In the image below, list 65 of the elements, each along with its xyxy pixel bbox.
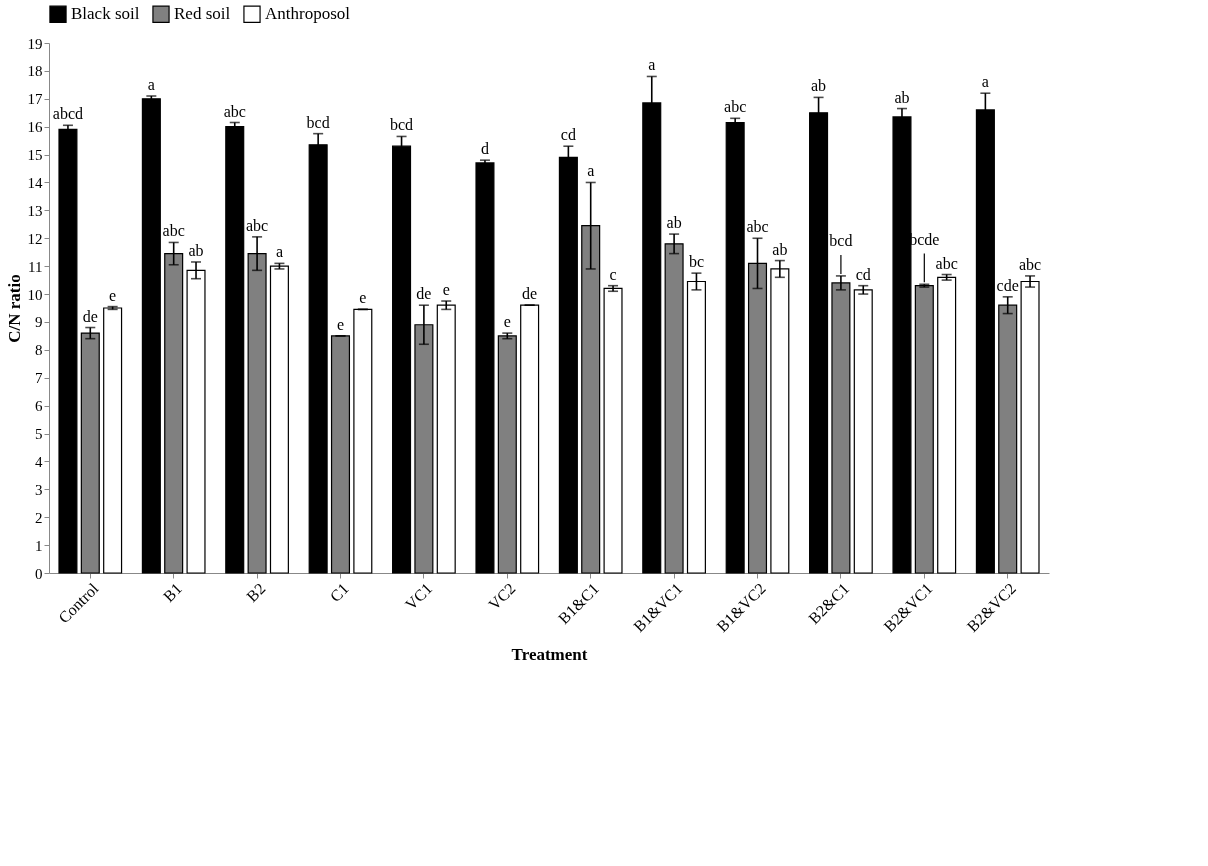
legend-label: Black soil — [71, 4, 140, 24]
data-label: cd — [855, 265, 871, 283]
data-label: e — [109, 286, 117, 304]
data-label: d — [480, 140, 489, 158]
data-label: cd — [560, 126, 576, 144]
data-label: de — [82, 307, 98, 325]
x-tick-label: B2 — [243, 579, 269, 606]
x-tick-label: VC1 — [401, 579, 436, 614]
y-axis-title: C/N ratio — [4, 274, 24, 343]
data-label: c — [609, 265, 617, 283]
x-tick-label: C1 — [326, 579, 352, 606]
data-label: abc — [162, 222, 185, 240]
data-label: ab — [188, 241, 204, 259]
data-label: bc — [688, 253, 704, 271]
legend-label: Red soil — [174, 4, 231, 24]
y-tick-label: 12 — [27, 230, 43, 247]
y-tick-label: 11 — [28, 258, 43, 275]
y-tick-label: 8 — [35, 342, 43, 359]
y-tick-label: 10 — [27, 286, 43, 303]
data-label: e — [336, 315, 345, 333]
y-tick-label: 9 — [35, 314, 43, 331]
x-tick-label: B1 — [159, 579, 185, 606]
y-tick-label: 17 — [27, 91, 43, 108]
data-label: abc — [746, 218, 769, 236]
y-tick-label: 4 — [35, 453, 43, 470]
legend-label: Anthroposol — [265, 4, 351, 24]
data-label: bcd — [390, 116, 414, 134]
data-label: a — [981, 73, 989, 91]
data-label: a — [275, 243, 283, 261]
y-tick-label: 5 — [35, 426, 43, 443]
data-label: a — [648, 56, 656, 74]
x-tick-label: VC2 — [485, 579, 519, 614]
data-label: abc — [245, 216, 269, 234]
data-label: a — [147, 76, 155, 93]
y-tick-label: 13 — [27, 202, 43, 219]
data-label: de — [522, 285, 538, 303]
y-tick-label: 3 — [35, 481, 43, 498]
data-label: de — [416, 285, 432, 303]
y-tick-label: 0 — [35, 565, 43, 582]
y-tick-label: 18 — [27, 63, 43, 80]
data-label: cde — [996, 276, 1019, 294]
x-axis-title: Treatment — [511, 645, 588, 665]
y-tick-label: 7 — [35, 370, 43, 387]
data-label: e — [442, 281, 450, 299]
data-label: a — [587, 162, 595, 180]
y-tick-label: 1 — [35, 537, 43, 554]
data-label: bcd — [829, 231, 853, 249]
data-label: ab — [666, 214, 682, 232]
y-tick-label: 16 — [27, 119, 43, 136]
data-label: abc — [1018, 255, 1042, 273]
data-label: abcd — [52, 105, 84, 123]
y-tick-label: 14 — [27, 174, 43, 191]
data-label: abc — [223, 102, 246, 120]
data-label: ab — [811, 77, 827, 95]
data-label: e — [503, 313, 511, 331]
y-tick-label: 15 — [27, 147, 43, 164]
y-tick-label: 19 — [27, 35, 43, 52]
y-tick-label: 6 — [35, 398, 43, 415]
data-label: ab — [772, 240, 788, 258]
data-label: abc — [935, 254, 958, 272]
data-label: ab — [894, 88, 910, 106]
y-tick-label: 2 — [35, 509, 43, 526]
data-label: bcd — [306, 113, 330, 131]
data-label: abc — [724, 98, 747, 116]
data-label: e — [359, 289, 367, 307]
